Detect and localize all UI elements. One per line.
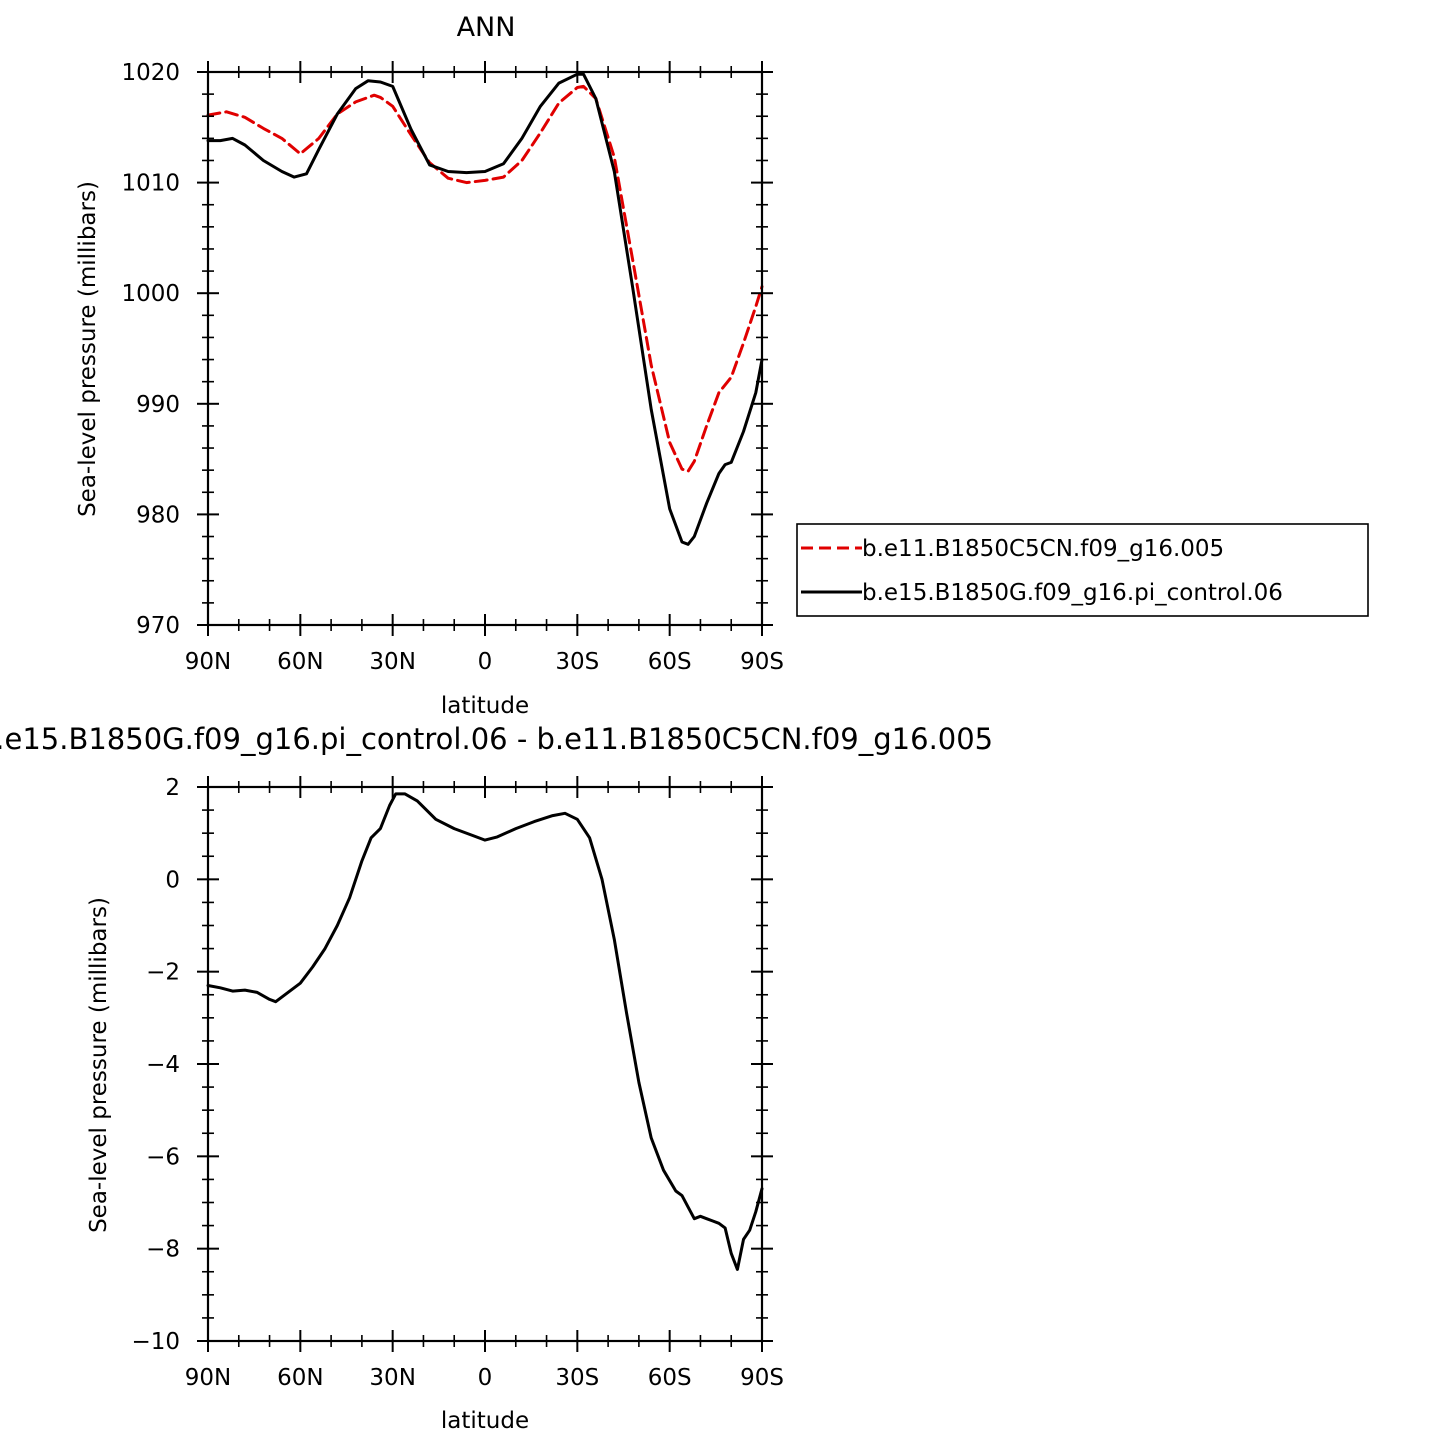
x-tick-label: 30N (369, 649, 415, 675)
bottom-plot-frame (206, 785, 764, 1343)
y-tick-label: −10 (131, 1329, 180, 1355)
y-tick-label: −2 (146, 960, 180, 986)
series-line-1 (206, 792, 764, 1271)
y-tick-label: 0 (165, 867, 180, 893)
bottom-x-axis-label: latitude (441, 1408, 529, 1434)
x-tick-label: 30N (369, 1365, 415, 1391)
top-tick-layer: 90N 60N 30N 0 30S 60S 90S 970 980 990 1000 1010 1020 (121, 60, 783, 675)
x-tick-label: 60N (277, 649, 323, 675)
x-tick-label: 30S (555, 1365, 599, 1391)
series-line-1 (206, 84, 764, 473)
x-tick-label: 0 (478, 649, 493, 675)
legend: b.e11.B1850C5CN.f09_g16.005 b.e15.B1850G… (796, 523, 1369, 617)
top-series-layer (206, 72, 764, 546)
bottom-series-layer (206, 792, 764, 1271)
x-tick-label: 30S (555, 649, 599, 675)
bottom-panel: b.e15.B1850G.f09_g16.pi_control.06 - b.e… (0, 722, 993, 1434)
y-tick-label: 1010 (121, 171, 180, 197)
y-tick-label: 1000 (121, 281, 180, 307)
x-tick-label: 60N (277, 1365, 323, 1391)
top-x-axis-label: latitude (441, 693, 529, 719)
x-tick-label: 60S (648, 1365, 692, 1391)
top-plot-frame (206, 70, 764, 627)
y-tick-label: −6 (146, 1144, 180, 1170)
y-tick-label: −8 (146, 1237, 180, 1263)
x-tick-label: 60S (648, 649, 692, 675)
y-tick-label: 2 (165, 775, 180, 801)
bottom-y-axis-label: Sea-level pressure (millibars) (86, 897, 112, 1233)
top-panel: ANN 90N 60N 30N 0 30S 60S 90S 970 980 990 1000 1010… (75, 12, 1369, 719)
y-tick-label: 1020 (121, 60, 180, 86)
legend-label-series-2: b.e15.B1850G.f09_g16.pi_control.06 (862, 580, 1283, 606)
x-tick-label: 90S (740, 649, 784, 675)
legend-box (796, 523, 1369, 617)
x-tick-label: 0 (478, 1365, 493, 1391)
bottom-chart-title: b.e15.B1850G.f09_g16.pi_control.06 - b.e… (0, 722, 993, 756)
top-y-axis-label: Sea-level pressure (millibars) (75, 181, 101, 517)
legend-label-series-1: b.e11.B1850C5CN.f09_g16.005 (862, 536, 1224, 562)
y-tick-label: 990 (136, 392, 180, 418)
bottom-tick-layer: 90N 60N 30N 0 30S 60S 90S −10 −8 −6 −4 −2 0 2 (131, 775, 783, 1391)
top-chart-title: ANN (457, 12, 516, 43)
series-line-2 (206, 72, 764, 546)
x-tick-label: 90N (185, 649, 231, 675)
y-tick-label: 970 (136, 613, 180, 639)
y-tick-label: 980 (136, 502, 180, 528)
y-tick-label: −4 (146, 1052, 180, 1078)
x-tick-label: 90N (185, 1365, 231, 1391)
x-tick-label: 90S (740, 1365, 784, 1391)
